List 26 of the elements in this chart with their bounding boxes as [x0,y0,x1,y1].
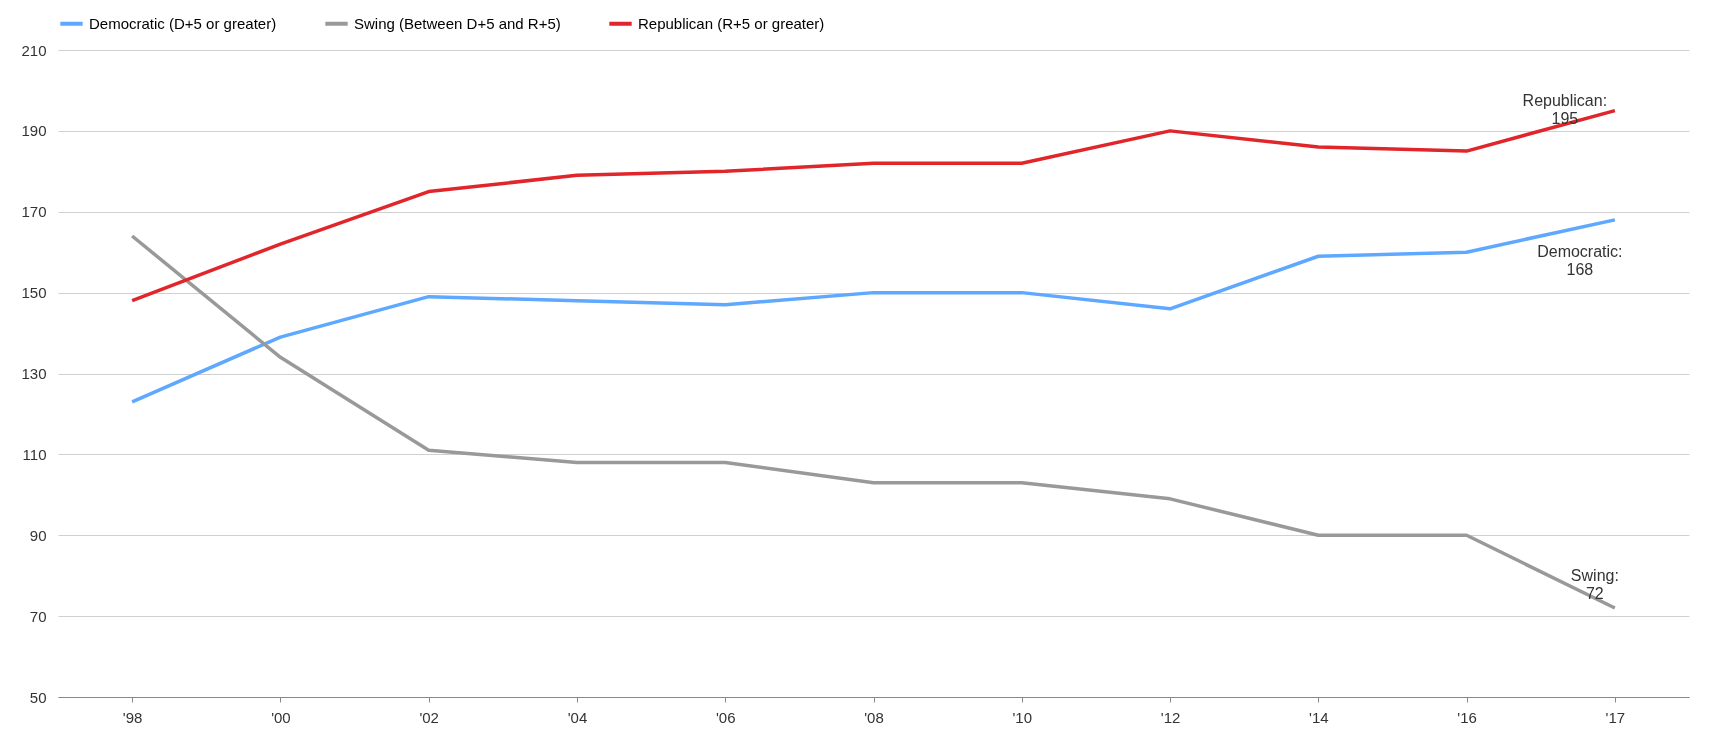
y-tick-label: 130 [21,365,47,382]
annotation: Swing: 72 [1570,567,1619,603]
y-tick-label: 210 [21,41,47,59]
y-tick-label: 50 [29,688,47,706]
x-tick-label: '17 [1605,708,1626,726]
legend-label: Democratic (D+5 or greater) [89,14,277,32]
x-tick-label: '14 [1309,708,1329,726]
x-tick-label: '12 [1160,708,1181,726]
x-tick-label: '98 [122,708,143,726]
y-tick-label: 70 [29,607,47,625]
y-tick-label: 90 [29,526,47,544]
x-tick-label: '06 [715,708,736,726]
x-tick-label: '08 [864,708,884,726]
y-tick-label: 170 [21,203,47,221]
y-tick-label: 110 [22,445,47,463]
x-tick-label: '00 [271,708,291,726]
x-tick-label: '16 [1457,708,1477,726]
annotation: Republican: 195 [1522,91,1608,127]
legend-label: Republican (R+5 or greater) [638,14,825,32]
y-tick-label: 190 [21,122,47,140]
x-tick-label: '04 [567,708,588,726]
x-tick-label: '02 [419,708,439,726]
x-tick-label: '10 [1012,708,1033,726]
annotation: Democratic: 168 [1537,242,1623,278]
legend-label: Swing (Between D+5 and R+5) [354,14,561,32]
y-tick-label: 150 [21,284,47,302]
